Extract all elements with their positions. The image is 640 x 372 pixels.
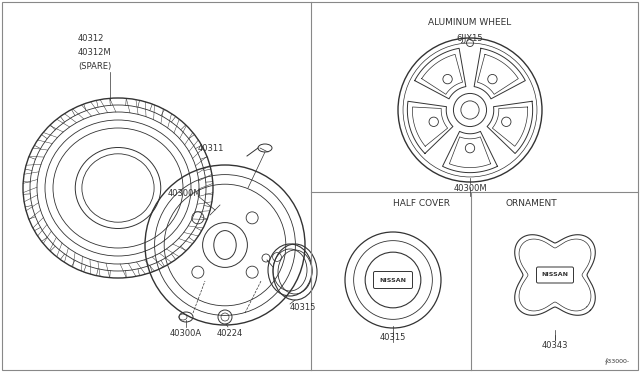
Text: NISSAN: NISSAN xyxy=(541,273,568,278)
Text: NISSAN: NISSAN xyxy=(380,278,406,282)
Text: ∳33000-: ∳33000- xyxy=(605,359,630,365)
Text: (SPARE): (SPARE) xyxy=(78,61,111,71)
Text: HALF COVER: HALF COVER xyxy=(393,199,450,208)
Text: 40224: 40224 xyxy=(217,328,243,337)
Text: ORNAMENT: ORNAMENT xyxy=(505,199,557,208)
Text: 6JJX15: 6JJX15 xyxy=(457,33,483,42)
Text: 40300M: 40300M xyxy=(453,183,487,192)
Text: 40312: 40312 xyxy=(78,33,104,42)
Text: 40311: 40311 xyxy=(198,144,225,153)
Text: 40315: 40315 xyxy=(290,302,316,311)
Text: 40343: 40343 xyxy=(541,340,568,350)
Text: 40300A: 40300A xyxy=(170,328,202,337)
Text: ALUMINUM WHEEL: ALUMINUM WHEEL xyxy=(428,17,511,26)
Text: 40312M: 40312M xyxy=(78,48,111,57)
Text: 40315: 40315 xyxy=(380,334,406,343)
Text: 40300M: 40300M xyxy=(168,189,202,198)
